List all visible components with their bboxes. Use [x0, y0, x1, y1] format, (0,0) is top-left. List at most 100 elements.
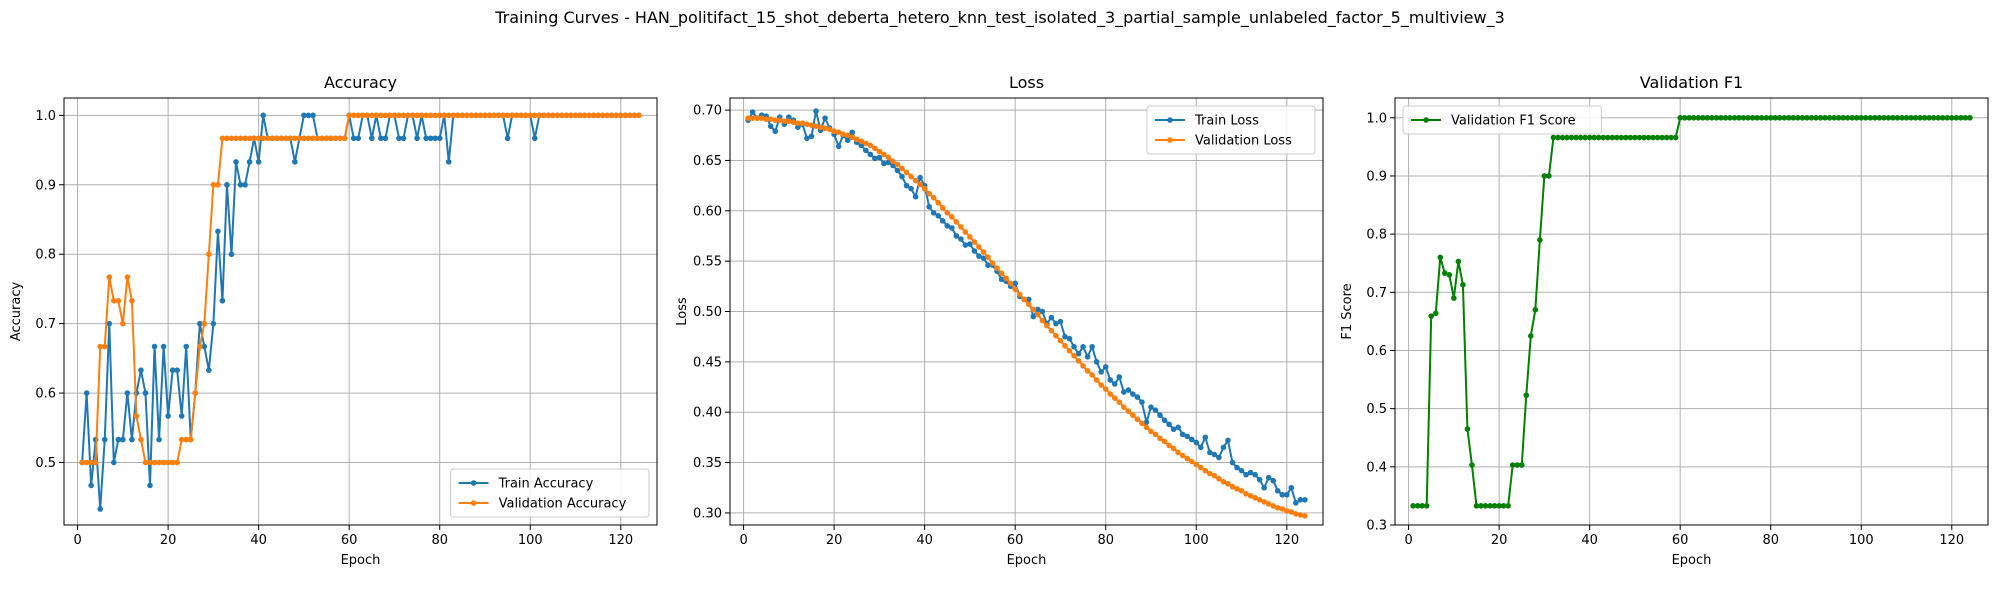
validation-f1-score-point [1514, 462, 1521, 468]
validation-loss-point [1053, 332, 1059, 339]
validation-accuracy-point [79, 459, 85, 466]
x-tick-label: 120 [1939, 533, 1964, 548]
validation-accuracy-point [436, 112, 443, 119]
validation-f1-score-point [1772, 114, 1779, 121]
train-loss-point [1012, 280, 1018, 287]
validation-f1-score-point [1799, 114, 1806, 121]
validation-loss-point [799, 120, 806, 126]
train-loss-point [767, 123, 774, 129]
train-loss-point [1288, 484, 1295, 491]
train-loss-point [1188, 436, 1195, 443]
validation-accuracy-point [468, 112, 475, 119]
validation-f1-score-point [1614, 134, 1620, 141]
validation-loss-point [1179, 452, 1186, 459]
validation-accuracy-point [599, 112, 606, 119]
validation-accuracy-point [622, 112, 629, 119]
y-tick-label: 0.5 [1366, 402, 1387, 417]
train-loss-point [1261, 484, 1267, 491]
validation-accuracy-point [586, 112, 592, 119]
x-tick-label: 100 [518, 533, 543, 548]
validation-f1-score-point [1546, 173, 1552, 179]
legend-label: Train Loss [1194, 114, 1259, 129]
validation-loss-point [953, 219, 960, 225]
train-loss-point [1093, 359, 1100, 365]
validation-loss-point [1035, 311, 1041, 318]
validation-f1-score-point [1559, 134, 1566, 141]
validation-loss-point [808, 122, 815, 128]
validation-loss-point [1161, 438, 1168, 445]
validation-loss-point [1247, 492, 1254, 499]
y-tick-label: 0.7 [1366, 286, 1387, 301]
validation-f1-score-point [1885, 114, 1892, 121]
validation-f1-score-point [1727, 114, 1733, 121]
validation-loss-point [1084, 368, 1091, 374]
validation-f1-score-point [1835, 114, 1842, 121]
validation-loss-point [1062, 342, 1068, 349]
train-loss-point [1207, 449, 1213, 456]
train-loss-legend-marker [1167, 117, 1173, 123]
validation-loss-point [1066, 347, 1073, 354]
validation-loss-point [1265, 501, 1272, 507]
validation-loss-point [1225, 480, 1231, 487]
train-loss-point [1179, 431, 1186, 438]
plot-frame [729, 97, 1324, 526]
validation-f1-score-point [1858, 114, 1865, 121]
validation-f1-score-point [1654, 134, 1661, 141]
validation-f1-score-point [1867, 114, 1874, 121]
train-loss-point [894, 167, 901, 174]
train-accuracy-point [504, 135, 511, 142]
validation-accuracy-point [545, 112, 552, 119]
validation-accuracy-point [491, 112, 497, 119]
train-loss-point [876, 154, 883, 161]
validation-accuracy-point [246, 135, 253, 142]
train-loss-point [1184, 433, 1190, 440]
validation-f1-score-point [1469, 462, 1475, 468]
train-loss-point [1048, 314, 1055, 321]
validation-loss-point [817, 124, 824, 131]
y-axis-label: Accuracy [9, 282, 24, 342]
validation-f1-score-point [1767, 114, 1774, 121]
validation-loss-point [749, 115, 756, 121]
train-accuracy-point [260, 112, 266, 119]
validation-accuracy-point [613, 112, 620, 119]
validation-accuracy-point [509, 112, 515, 119]
validation-accuracy-point [237, 135, 244, 142]
validation-accuracy-point [278, 135, 285, 142]
train-loss-point [1057, 318, 1064, 325]
validation-loss-point [1075, 358, 1082, 364]
train-accuracy-legend-marker [470, 480, 477, 486]
validation-loss-point [1098, 382, 1104, 388]
train-accuracy-point [165, 413, 171, 419]
train-accuracy-point [120, 436, 126, 443]
validation-accuracy-point [242, 135, 248, 142]
validation-loss-point [872, 145, 878, 152]
validation-f1-score-point [1428, 313, 1435, 319]
validation-accuracy-point [328, 135, 334, 142]
train-accuracy-point [531, 135, 538, 142]
validation-f1-score-point [1505, 503, 1511, 509]
validation-f1-score-point [1690, 114, 1697, 121]
validation-accuracy-point [283, 135, 289, 142]
validation-accuracy-point [120, 320, 126, 327]
train-loss-point [976, 253, 982, 259]
x-tick-label: 40 [916, 533, 933, 548]
validation-loss-point [1148, 428, 1154, 435]
validation-f1-score-point [1677, 114, 1683, 121]
validation-accuracy-point [631, 112, 638, 119]
train-accuracy-point [101, 436, 108, 443]
validation-accuracy-point [251, 135, 257, 142]
validation-loss-point [1125, 408, 1132, 415]
train-loss-point [1039, 308, 1046, 315]
validation-f1-score-point [1935, 114, 1942, 121]
validation-f1-score-point [1822, 114, 1828, 121]
validation-f1-score-point [1903, 114, 1910, 121]
train-loss-point [944, 223, 951, 229]
validation-accuracy-legend-marker [470, 500, 477, 506]
train-loss-point [1134, 394, 1141, 400]
x-tick-label: 60 [341, 533, 358, 548]
train-loss-point [1062, 333, 1068, 340]
validation-accuracy-point [400, 112, 407, 119]
validation-f1-score-point [1663, 134, 1670, 141]
train-loss-point [926, 203, 932, 210]
train-loss-point [1161, 417, 1168, 424]
